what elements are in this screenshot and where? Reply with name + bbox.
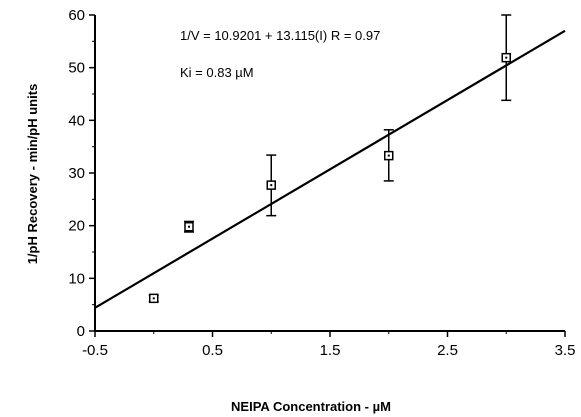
tick-labels: 0 10 20 30 40 50 60 -0.5 0.5 1.5 2.5 3.5 [68, 7, 575, 359]
data-point [501, 14, 512, 102]
x-tick-label: 3.5 [555, 342, 576, 359]
ki-annotation: Ki = 0.83 µM [180, 65, 254, 80]
y-tick-label: 30 [68, 165, 85, 182]
point-marker-dot [152, 297, 155, 300]
y-tick-label: 50 [68, 60, 85, 77]
point-marker-dot [505, 56, 508, 59]
data-point [184, 220, 194, 233]
x-tick-label: 1.5 [320, 342, 341, 359]
axes [94, 15, 565, 332]
point-marker-dot [387, 154, 390, 157]
ticks [89, 14, 566, 337]
data-point [266, 154, 277, 217]
y-axis-title: 1/pH Recovery - min/pH units [25, 84, 40, 265]
x-tick-label: 0.5 [202, 342, 223, 359]
point-marker-dot [270, 184, 273, 187]
x-tick-label: -0.5 [82, 342, 108, 359]
y-tick-label: 20 [68, 218, 85, 235]
data-point [383, 129, 394, 182]
y-tick-label: 60 [68, 7, 85, 24]
y-tick-label: 10 [68, 270, 85, 287]
data-point [148, 293, 159, 304]
fit-line [94, 29, 566, 309]
data-points [148, 14, 512, 304]
fit-line-group [94, 29, 566, 309]
x-tick-label: 2.5 [437, 342, 458, 359]
x-axis-title: NEIPA Concentration - µM [231, 399, 391, 414]
point-marker-dot [188, 225, 190, 228]
equation-annotation: 1/V = 10.9201 + 13.115(I) R = 0.97 [180, 28, 380, 43]
y-tick-label: 40 [68, 112, 85, 129]
y-tick-label: 0 [77, 323, 85, 340]
